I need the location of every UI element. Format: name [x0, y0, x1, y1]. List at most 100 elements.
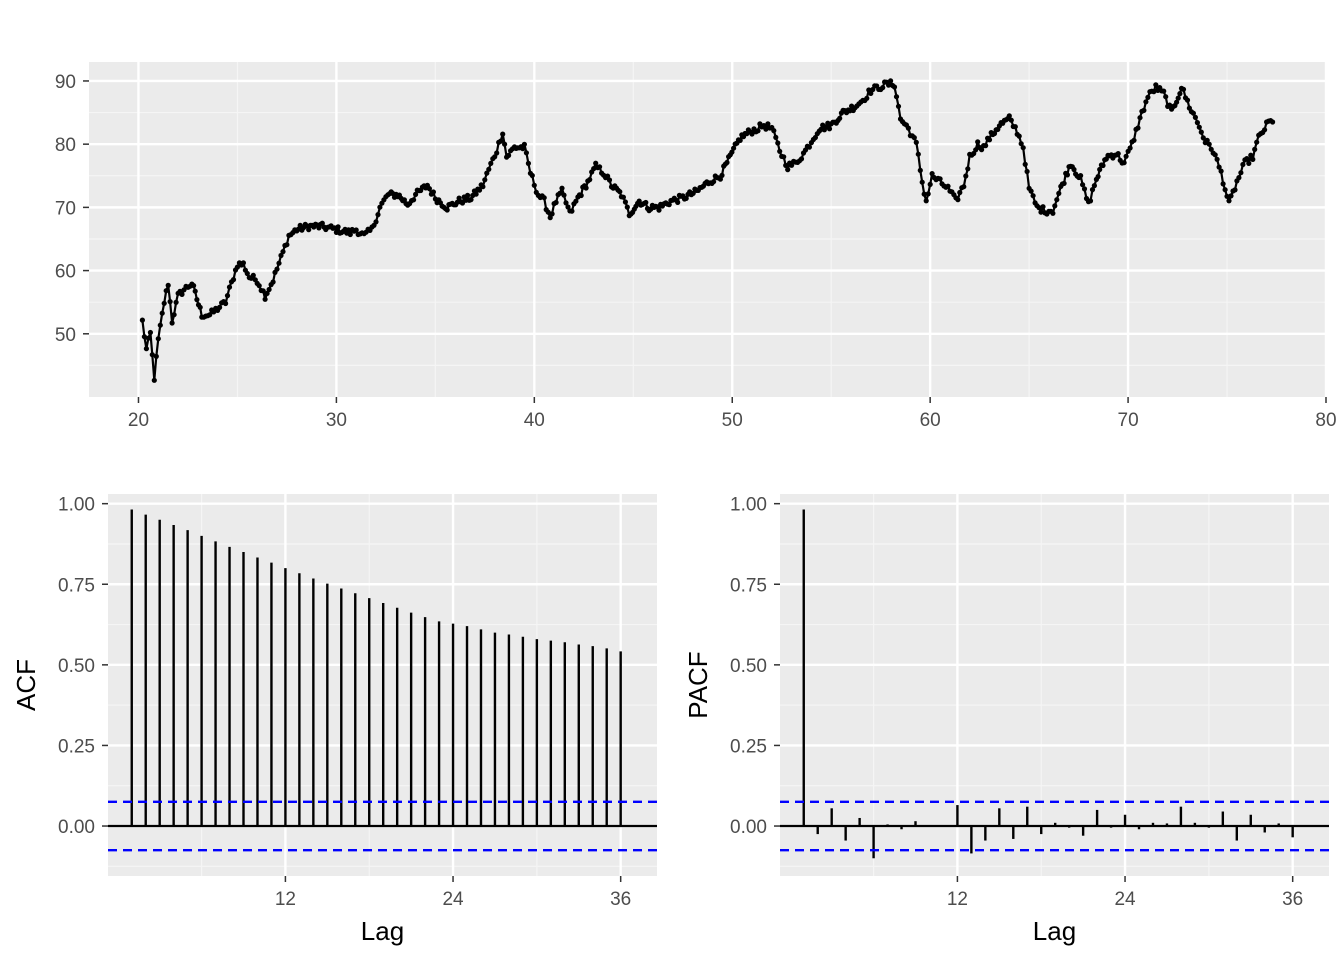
data-point — [1115, 151, 1121, 157]
data-point — [143, 346, 149, 352]
data-point — [806, 144, 813, 150]
data-point — [1081, 186, 1088, 192]
data-point — [274, 266, 280, 272]
data-point — [141, 334, 147, 340]
data-point — [179, 291, 185, 297]
data-point — [276, 260, 282, 266]
data-point — [244, 270, 250, 277]
x-tick-label: 50 — [722, 410, 743, 431]
data-point — [724, 159, 730, 166]
data-point — [494, 150, 500, 156]
data-point — [465, 192, 471, 198]
data-point — [145, 335, 151, 341]
data-point — [775, 140, 781, 146]
data-point — [1194, 120, 1200, 126]
data-point — [1123, 153, 1129, 159]
data-point — [500, 131, 506, 137]
data-point — [1030, 193, 1036, 199]
data-point — [506, 152, 512, 158]
data-point — [163, 288, 169, 294]
data-point — [553, 199, 559, 206]
data-point — [755, 128, 761, 134]
y-tick-label: 0.50 — [58, 656, 95, 677]
data-point — [444, 207, 450, 213]
data-point — [1218, 168, 1224, 174]
y-tick-label: 90 — [55, 72, 76, 93]
data-point — [1036, 205, 1042, 211]
data-point — [783, 162, 789, 168]
y-tick-label: 70 — [55, 198, 76, 219]
x-tick-label: 36 — [610, 889, 631, 910]
data-point — [597, 164, 603, 170]
data-point — [777, 148, 783, 154]
data-point — [1080, 182, 1086, 188]
data-point — [569, 208, 575, 214]
data-point — [905, 125, 912, 131]
data-point — [1270, 119, 1276, 125]
data-point — [1050, 210, 1056, 216]
data-point — [1180, 86, 1187, 92]
data-point — [1212, 152, 1218, 158]
data-point — [798, 156, 805, 162]
data-point — [593, 160, 599, 166]
data-point — [262, 296, 268, 302]
x-tick-label: 80 — [1315, 410, 1336, 431]
data-point — [1240, 161, 1246, 168]
data-point — [979, 147, 985, 153]
data-point — [731, 145, 737, 151]
data-point — [895, 103, 902, 109]
data-point — [963, 173, 969, 179]
data-point — [1184, 97, 1191, 103]
data-point — [1190, 110, 1196, 116]
data-point — [837, 115, 843, 121]
data-point — [975, 139, 981, 145]
data-point — [161, 300, 167, 306]
data-point — [223, 300, 229, 307]
data-point — [1250, 156, 1256, 162]
data-point — [915, 151, 921, 157]
data-point — [1028, 188, 1034, 194]
x-tick-label: 20 — [128, 410, 149, 431]
y-tick-label: 80 — [55, 135, 76, 156]
data-point — [234, 264, 240, 270]
data-point — [192, 288, 198, 294]
data-point — [1091, 183, 1097, 189]
data-point — [605, 173, 611, 179]
data-point — [139, 317, 145, 323]
data-point — [763, 126, 769, 132]
data-point — [529, 172, 535, 179]
data-point — [1200, 135, 1206, 141]
data-point — [1192, 114, 1198, 120]
data-point — [880, 85, 886, 91]
data-point — [173, 299, 179, 305]
panel-background — [780, 494, 1329, 876]
data-point — [923, 198, 929, 204]
data-point — [893, 94, 900, 100]
data-point — [147, 329, 153, 336]
data-point — [965, 166, 971, 172]
data-point — [563, 200, 569, 206]
data-point — [1131, 137, 1137, 143]
data-point — [411, 197, 417, 203]
data-point — [868, 90, 874, 96]
data-point — [1196, 124, 1202, 130]
data-point — [153, 353, 159, 359]
y-tick-label: 0.00 — [58, 817, 95, 838]
data-point — [1038, 209, 1044, 215]
data-point — [270, 279, 276, 285]
data-point — [624, 204, 630, 210]
y-tick-label: 0.00 — [730, 817, 767, 838]
data-point — [773, 134, 779, 140]
data-point — [306, 227, 312, 233]
data-point — [1071, 166, 1077, 173]
data-point — [1008, 117, 1014, 123]
data-point — [573, 198, 579, 204]
data-point — [1078, 173, 1084, 179]
data-point — [591, 166, 597, 172]
data-point — [666, 202, 672, 208]
data-point — [1006, 113, 1012, 119]
data-point — [561, 192, 567, 198]
data-point — [578, 192, 584, 199]
data-point — [587, 177, 593, 183]
data-point — [1095, 174, 1101, 180]
